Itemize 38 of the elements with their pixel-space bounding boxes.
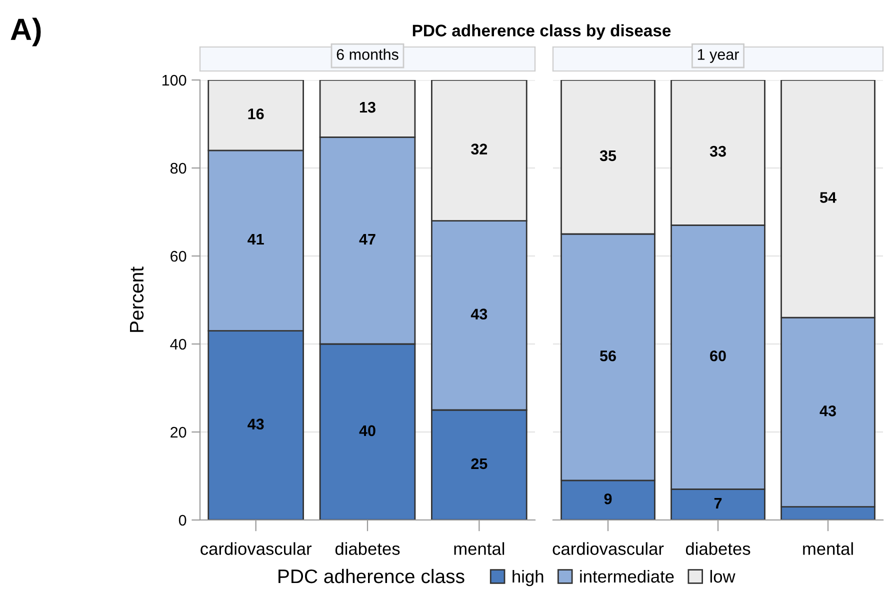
x-tick-label: diabetes (335, 542, 400, 555)
y-tick-label: 60 (170, 250, 186, 262)
data-label: 43 (820, 405, 836, 416)
data-label: 25 (471, 458, 488, 470)
data-label: 41 (248, 234, 264, 245)
y-tick-label: 20 (170, 426, 186, 438)
legend-label: intermediate (580, 570, 674, 583)
data-label: 32 (471, 144, 488, 155)
legend-label: high (512, 570, 544, 586)
data-label: 16 (248, 108, 264, 120)
data-label: 35 (600, 150, 616, 162)
chart-title: PDC adherence class by disease (412, 24, 671, 40)
y-tick-label: 100 (162, 74, 186, 86)
data-label: 7 (714, 498, 722, 509)
y-tick-label: 40 (170, 338, 186, 350)
data-label: 47 (359, 234, 376, 245)
data-label: 13 (360, 102, 376, 113)
y-axis-title: Percent (130, 266, 144, 332)
data-label: 56 (600, 350, 616, 362)
legend-label: low (710, 570, 736, 583)
chart-subtitle: 6 months (336, 48, 398, 60)
data-label: 9 (604, 493, 612, 504)
y-tick-label: 0 (178, 514, 186, 526)
data-label: 43 (470, 308, 488, 320)
x-tick-label: cardiovascular (200, 542, 312, 555)
x-tick-label: cardiovascular (552, 542, 664, 555)
x-tick-label: diabetes (686, 542, 750, 555)
data-label: 60 (710, 350, 726, 362)
x-tick-label: mental (454, 542, 504, 555)
data-label: 54 (820, 192, 836, 203)
legend-title: PDC adherence class (278, 568, 464, 584)
data-label: 40 (359, 425, 376, 436)
y-tick-label: 80 (170, 162, 186, 174)
text: A) (10, 18, 41, 46)
data-label: 33 (710, 146, 726, 157)
x-tick-label: mental (803, 542, 853, 555)
data-label: 43 (248, 418, 264, 430)
chart-subtitle: 1 year (698, 49, 739, 63)
